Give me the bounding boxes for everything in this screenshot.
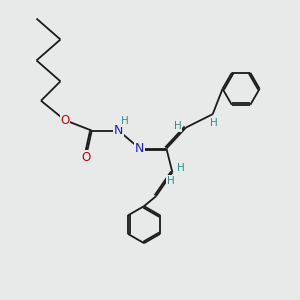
Text: H: H xyxy=(210,118,218,128)
Text: O: O xyxy=(60,114,70,127)
Text: H: H xyxy=(121,116,129,126)
Text: H: H xyxy=(177,163,184,173)
Text: O: O xyxy=(81,151,90,164)
Text: H: H xyxy=(174,121,181,131)
Text: N: N xyxy=(135,142,144,155)
Text: N: N xyxy=(114,124,123,137)
Text: H: H xyxy=(167,176,175,186)
